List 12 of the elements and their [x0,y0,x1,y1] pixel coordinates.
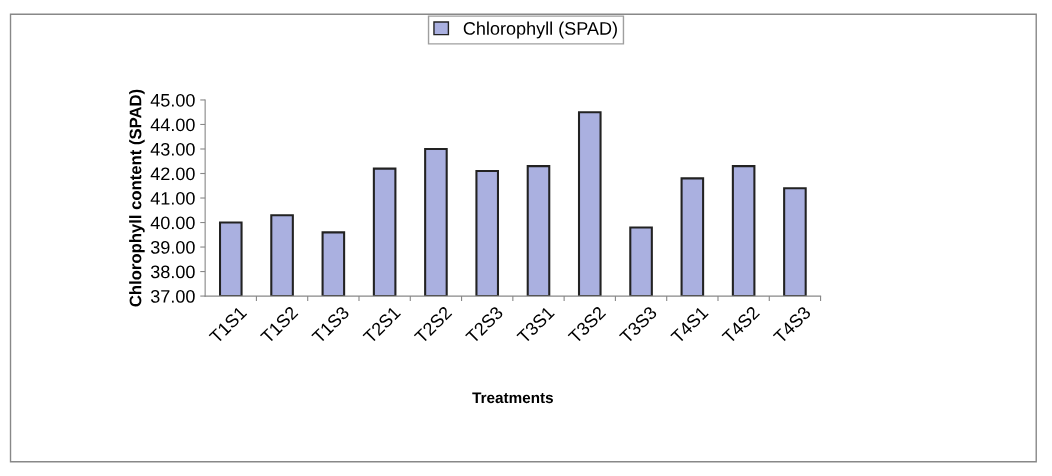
legend-label: Chlorophyll (SPAD) [463,21,617,39]
x-axis-title: Treatments [472,392,553,404]
y-tick-label: 40.00 [150,216,195,230]
y-tick-label: 42.00 [150,167,195,181]
y-tick-label: 44.00 [150,118,195,132]
y-axis-title: Chlorophyll content (SPAD) [129,89,145,307]
y-tick-label: 43.00 [150,142,195,156]
y-tick-label: 39.00 [150,240,195,254]
y-tick-label: 38.00 [150,265,195,279]
y-tick-label: 37.00 [150,290,195,303]
y-tick-label: 41.00 [150,191,195,205]
y-tick-label: 45.00 [150,93,195,107]
